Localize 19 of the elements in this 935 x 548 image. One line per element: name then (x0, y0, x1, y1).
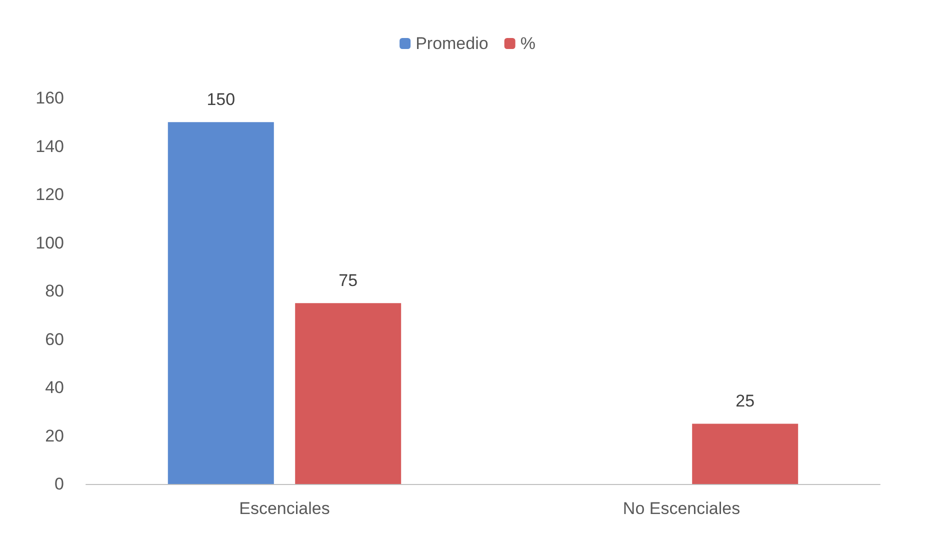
y-tick-label: 140 (36, 136, 64, 156)
y-tick-label: 120 (36, 185, 64, 204)
y-tick-label: 60 (45, 330, 64, 349)
y-tick-label: 100 (36, 233, 64, 252)
bar (168, 122, 274, 484)
data-label: 25 (736, 392, 755, 411)
y-tick-label: 0 (54, 474, 64, 494)
legend-label: Promedio (416, 34, 488, 53)
y-tick-label: 80 (45, 282, 64, 300)
y-tick-label: 160 (36, 88, 64, 108)
x-tick-label: Escenciales (239, 499, 330, 518)
x-tick-label: No Escenciales (622, 499, 740, 518)
y-tick-label: 40 (45, 378, 64, 397)
bar (295, 303, 402, 484)
y-tick-label: 20 (45, 426, 64, 446)
bar (692, 424, 798, 484)
legend-label: % (520, 34, 536, 53)
data-label: 150 (206, 90, 236, 110)
data-label: 75 (338, 271, 358, 290)
